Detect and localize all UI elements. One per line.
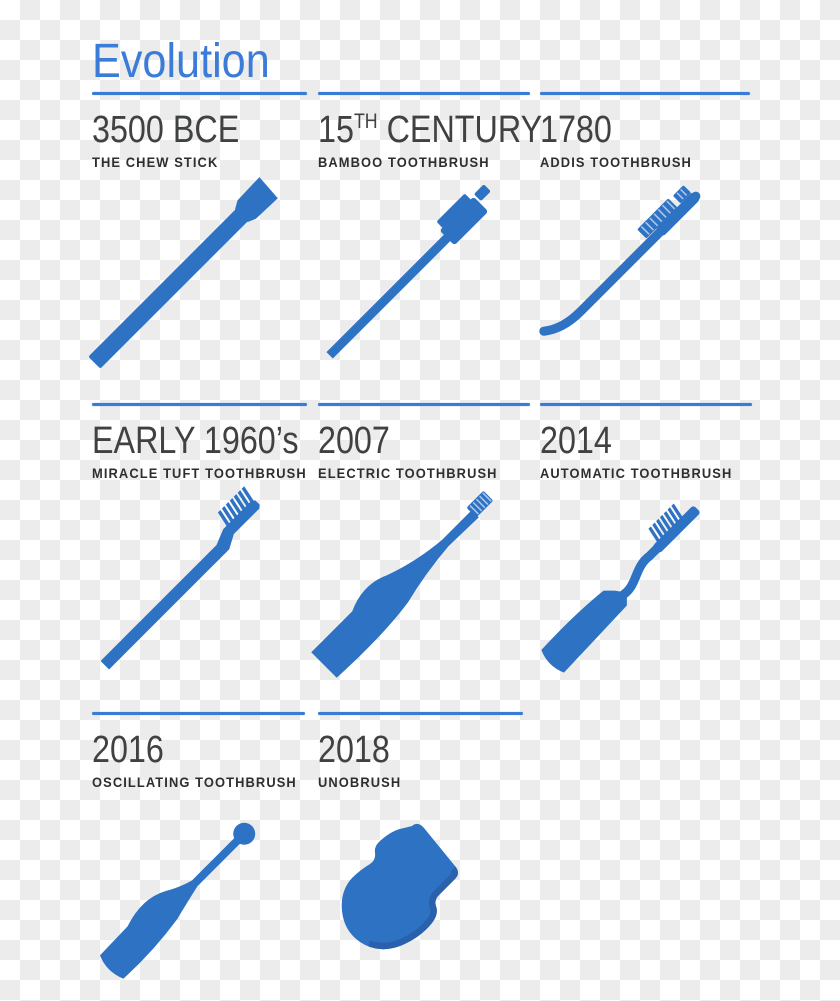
- bamboo-toothbrush-icon: [326, 185, 491, 359]
- oscillating-toothbrush-icon: [99, 822, 256, 979]
- item-subtitle: ELECTRIC TOOTHBRUSH: [318, 465, 498, 481]
- item-date: 3500 BCE: [92, 109, 240, 151]
- timeline-item-oscillating: 2016 OSCILLATING TOOTHBRUSH: [92, 712, 305, 1001]
- item-date: 2016: [92, 729, 164, 771]
- page-title: Evolution: [92, 35, 270, 88]
- item-date: 2018: [318, 729, 390, 771]
- electric-toothbrush-icon: [311, 491, 493, 678]
- timeline-item-miracle-tuft: EARLY 1960’s MIRACLE TUFT TOOTHBRUSH: [92, 403, 307, 677]
- divider-line: [540, 92, 750, 95]
- addis-toothbrush-icon: [539, 185, 701, 336]
- timeline-item-electric: 2007 ELECTRIC TOOTHBRUSH: [311, 403, 530, 678]
- divider-line: [318, 712, 523, 715]
- item-subtitle: BAMBOO TOOTHBRUSH: [318, 154, 490, 170]
- item-subtitle: AUTOMATIC TOOTHBRUSH: [540, 465, 733, 481]
- item-subtitle: THE CHEW STICK: [92, 154, 219, 170]
- divider-line: [92, 712, 305, 715]
- divider-line: [92, 92, 307, 95]
- item-date: 1780: [540, 109, 612, 151]
- item-date: 15TH CENTURY: [318, 109, 543, 151]
- item-date: 2014: [540, 420, 612, 462]
- divider-line: [540, 403, 752, 406]
- item-subtitle: ADDIS TOOTHBRUSH: [540, 154, 692, 170]
- divider-line: [318, 92, 530, 95]
- item-date: 2007: [318, 420, 390, 462]
- divider-line: [318, 403, 530, 406]
- timeline-item-chew-stick: 3500 BCE THE CHEW STICK: [89, 92, 307, 368]
- unobrush-icon: [341, 823, 458, 950]
- item-subtitle: MIRACLE TUFT TOOTHBRUSH: [92, 465, 307, 481]
- automatic-toothbrush-icon: [541, 503, 700, 673]
- item-subtitle: OSCILLATING TOOTHBRUSH: [92, 774, 297, 790]
- chew-stick-icon: [89, 177, 278, 368]
- timeline-item-unobrush: 2018 UNOBRUSH: [318, 712, 523, 1001]
- timeline-item-automatic: 2014 AUTOMATIC TOOTHBRUSH: [540, 403, 752, 677]
- item-date: EARLY 1960’s: [92, 420, 299, 462]
- item-subtitle: UNOBRUSH: [318, 774, 402, 790]
- divider-line: [92, 403, 307, 406]
- miracle-tuft-toothbrush-icon: [100, 486, 260, 670]
- timeline-item-bamboo: 15TH CENTURY BAMBOO TOOTHBRUSH: [318, 92, 543, 366]
- timeline-item-addis: 1780 ADDIS TOOTHBRUSH: [539, 92, 750, 366]
